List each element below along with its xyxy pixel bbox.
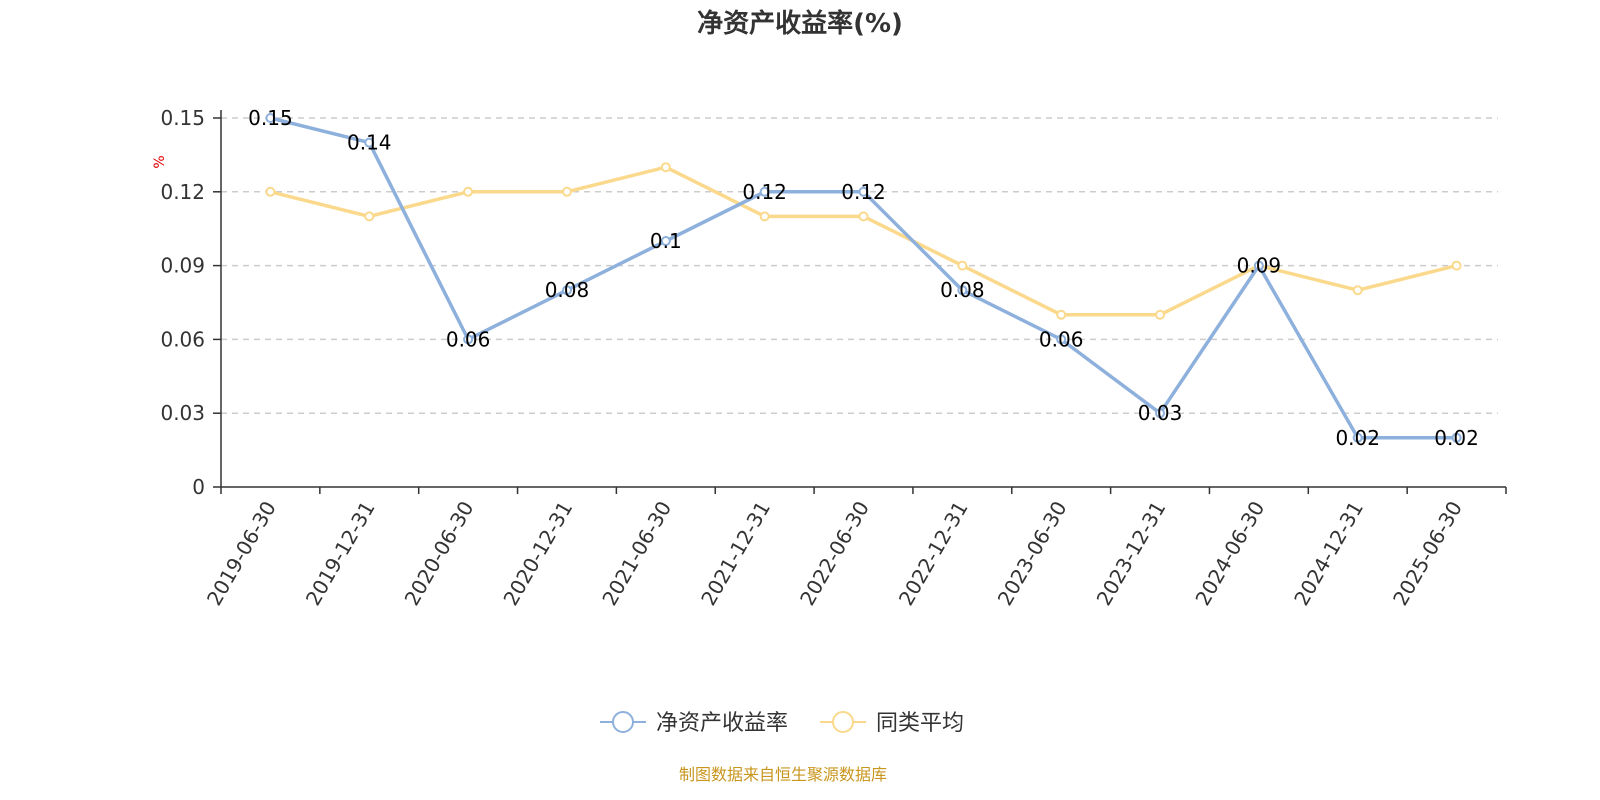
x-tick-label: 2021-06-30	[597, 497, 676, 610]
x-tick-label: 2024-12-31	[1289, 497, 1368, 610]
data-point	[561, 186, 572, 197]
x-tick-label: 2019-12-31	[301, 497, 380, 610]
x-tick-label: 2022-12-31	[894, 497, 973, 610]
data-point	[364, 137, 375, 148]
data-label: 0.12	[841, 180, 886, 204]
x-tick-label: 2020-06-30	[400, 497, 479, 610]
data-labels: 0.15 0.14 0.06 0.08 0.1 0.12 0.12 0.08 0.06 0.03 0…	[248, 106, 1479, 450]
data-label: 0.09	[1237, 254, 1282, 278]
y-tick-label: 0.15	[160, 106, 205, 130]
grid-lines	[221, 117, 1498, 414]
axes	[213, 110, 1507, 494]
data-label: 0.14	[347, 131, 392, 155]
legend-marker	[612, 711, 634, 733]
y-tick-label: 0.12	[160, 180, 205, 204]
y-tick-label: 0.03	[160, 401, 205, 425]
data-point	[463, 334, 474, 345]
series-line	[270, 116, 1457, 440]
data-label: 0.02	[1335, 426, 1380, 450]
y-tick-label: 0	[192, 475, 205, 499]
x-tick-label: 2023-06-30	[993, 497, 1072, 610]
legend-item[interactable]: 同类平均	[820, 711, 964, 736]
x-tick-label: 2024-06-30	[1190, 497, 1269, 610]
data-point	[561, 285, 572, 296]
data-label: 0.12	[742, 180, 787, 204]
data-point	[463, 186, 474, 197]
data-point	[1056, 309, 1067, 320]
data-point	[759, 186, 770, 197]
y-tick-label: 0.09	[160, 254, 205, 278]
data-point	[759, 211, 770, 222]
data-point	[1056, 334, 1067, 345]
data-point	[858, 211, 869, 222]
y-tick-label: 0.06	[160, 327, 205, 351]
legend-label: 同类平均	[876, 711, 964, 736]
data-point	[660, 236, 671, 246]
data-label: 0.06	[1039, 327, 1084, 351]
y-unit-label: %	[152, 155, 168, 168]
x-tick-label: 2021-12-31	[696, 497, 775, 610]
series-main	[265, 113, 1462, 443]
data-point	[1352, 432, 1363, 443]
data-point	[660, 162, 671, 173]
x-tick-label: 2023-12-31	[1092, 497, 1171, 610]
data-point	[265, 113, 276, 123]
x-tick-label: 2020-12-31	[498, 497, 577, 610]
data-point	[1155, 309, 1166, 320]
data-label: 0.08	[940, 278, 985, 302]
legend[interactable]: 净资产收益率 同类平均	[600, 711, 964, 736]
data-point	[858, 186, 869, 197]
chart-title: 净资产收益率(%)	[697, 8, 903, 39]
data-label: 0.03	[1138, 401, 1183, 425]
data-point	[1155, 408, 1166, 419]
data-label: 0.1	[650, 229, 682, 253]
data-point	[1352, 285, 1363, 296]
y-tick-labels: 0 0.03 0.06 0.09 0.12 0.15	[160, 106, 205, 499]
x-tick-labels: 2019-06-30 2019-12-31 2020-06-30 2020-12-31…	[202, 497, 1467, 610]
data-label: 0.02	[1434, 426, 1479, 450]
legend-label: 净资产收益率	[656, 711, 788, 736]
data-point	[265, 186, 276, 197]
source-note: 制图数据来自恒生聚源数据库	[679, 765, 887, 784]
data-point	[1253, 260, 1264, 271]
series-layer	[265, 113, 1462, 443]
data-label: 0.06	[446, 327, 491, 351]
data-label: 0.08	[545, 278, 590, 302]
data-point	[957, 260, 968, 271]
x-tick-label: 2022-06-30	[795, 497, 874, 610]
data-point	[957, 285, 968, 296]
data-point	[1451, 432, 1462, 443]
data-point	[1451, 260, 1462, 271]
x-tick-label: 2025-06-30	[1388, 497, 1467, 610]
legend-marker	[832, 711, 854, 733]
legend-item[interactable]: 净资产收益率	[600, 711, 788, 736]
x-tick-label: 2019-06-30	[202, 497, 281, 610]
data-point	[364, 211, 375, 222]
data-label: 0.15	[248, 106, 293, 130]
